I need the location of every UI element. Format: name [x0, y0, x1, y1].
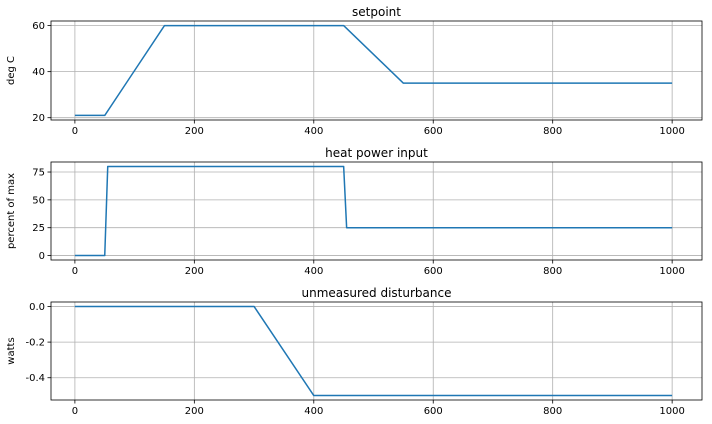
axes-frame [50, 301, 703, 401]
y-tick-label: 0 [39, 251, 45, 262]
x-tick-label: 800 [543, 266, 562, 277]
chart-title: unmeasured disturbance [302, 286, 452, 300]
y-axis-label: percent of max [6, 173, 17, 249]
x-tick-label: 1000 [659, 266, 684, 277]
axes-frame [50, 161, 703, 261]
axes-frame [50, 20, 703, 121]
x-tick-label: 1000 [659, 406, 684, 417]
x-tick-label: 200 [185, 126, 204, 137]
x-tick-label: 400 [304, 126, 323, 137]
x-tick-label: 1000 [659, 126, 684, 137]
y-tick-label: -0.2 [25, 338, 45, 349]
x-tick-label: 200 [185, 266, 204, 277]
x-tick-label: 600 [424, 266, 443, 277]
x-tick-label: 400 [304, 266, 323, 277]
plot-area [51, 302, 702, 400]
y-tick-label: -0.4 [25, 373, 45, 384]
chart-title: setpoint [352, 5, 401, 19]
x-tick-label: 200 [185, 406, 204, 417]
x-tick-label: 0 [72, 266, 78, 277]
y-axis-label: watts [6, 337, 17, 364]
x-tick-label: 400 [304, 406, 323, 417]
chart-heat-power-input: 0 200 400 600 800 1000 0 25 50 75 heat power input… [6, 146, 703, 277]
chart-unmeasured-disturbance: 0 200 400 600 800 1000 0.0 -0.2 -0.4 unmeasured d… [6, 286, 703, 417]
y-tick-label: 20 [32, 113, 45, 124]
x-tick-label: 600 [424, 406, 443, 417]
plot-area [51, 21, 702, 120]
y-tick-label: 25 [32, 223, 45, 234]
x-tick-label: 600 [424, 126, 443, 137]
chart-title: heat power input [325, 146, 428, 160]
chart-setpoint: 0 200 400 600 800 1000 20 40 60 setpoint deg C [6, 5, 703, 137]
series-line [74, 305, 673, 397]
series-line [74, 165, 673, 257]
y-tick-label: 60 [32, 21, 45, 32]
y-axis-label: deg C [6, 56, 17, 85]
x-tick-label: 800 [543, 406, 562, 417]
x-tick-label: 0 [72, 126, 78, 137]
series-line [74, 24, 673, 117]
y-tick-label: 0.0 [29, 302, 45, 313]
plot-area [51, 162, 702, 260]
x-tick-label: 800 [543, 126, 562, 137]
y-tick-label: 75 [32, 168, 45, 179]
y-tick-label: 40 [32, 67, 45, 78]
x-tick-label: 0 [72, 406, 78, 417]
y-tick-label: 50 [32, 195, 45, 206]
